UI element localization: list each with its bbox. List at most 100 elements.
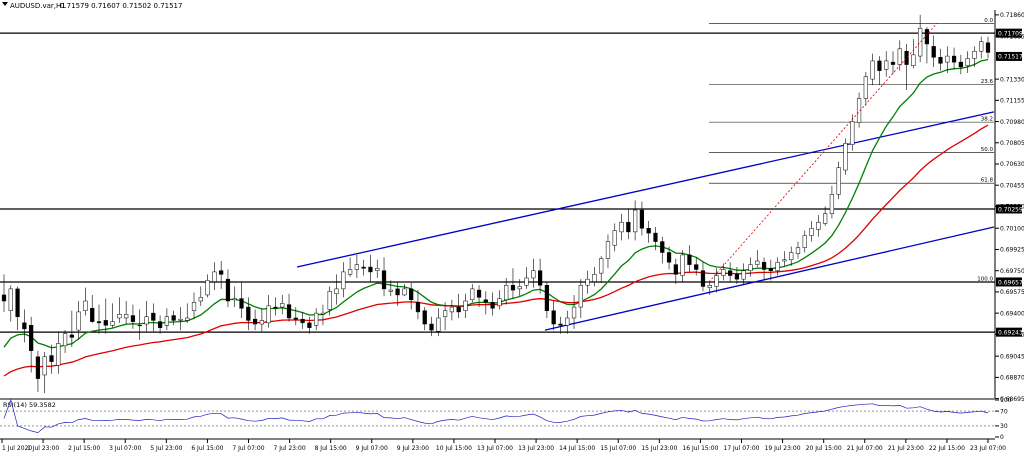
channel-upper-line[interactable] [296,111,995,268]
candle [15,286,20,331]
time-tick-label: 22 Jul 15:00 [929,445,965,452]
fib-level-label: 0.0 [984,18,993,24]
time-tick-label: 17 Jul 07:00 [724,445,760,452]
candle [76,301,81,340]
candle [90,294,95,323]
candle [829,185,835,219]
candle [266,294,271,328]
candle [62,330,68,354]
candle [470,284,475,303]
candle [578,279,583,318]
candle [924,26,930,64]
candle [280,294,285,315]
rsi-pane[interactable]: RSI(14) 59.3582 100 70 30 0 [0,397,1012,441]
chevron-down-icon[interactable] [2,2,8,6]
candle [347,257,353,277]
candle [436,308,441,337]
candle [571,294,577,329]
symbol-label: AUDUSD.var,H1 [10,2,66,10]
candle [985,36,991,59]
candle [157,315,163,334]
price-tick-label: 0.68695 [1000,396,1024,403]
candle [327,286,332,316]
candle [734,267,740,285]
candle [958,54,963,75]
candle [198,286,203,306]
candle [714,268,719,293]
candle [273,297,278,316]
level-price-tag: 0.71709 [996,28,1023,38]
candle [626,208,631,240]
time-tick-label: 15 Jul 07:00 [600,445,636,452]
rsi-tick-label: 0 [1000,434,1004,441]
candle [300,311,305,329]
candle [565,310,570,334]
candle [334,274,339,305]
fib-level-label: 38.2 [981,117,993,123]
time-tick-label: 8 Jul 15:00 [315,445,347,452]
candle [551,301,556,331]
candle [96,304,102,334]
fibonacci-trend-line[interactable] [708,23,938,283]
price-tick-label: 0.68870 [1000,375,1024,382]
price-tick-label: 0.69400 [1000,310,1024,317]
rsi-tick-label: 100 [1000,397,1012,404]
candle [212,262,217,291]
candle [246,297,251,331]
level-price-tag: 0.69243 [996,327,1023,337]
candle [558,316,563,334]
candle [117,297,122,323]
time-tick-label: 15 Jul 23:00 [641,445,677,452]
price-tick-label: 0.71155 [1000,98,1024,105]
candle [232,286,237,308]
horizontal-levels[interactable] [0,32,995,333]
time-tick-label: 5 Jul 23:00 [150,445,182,452]
candle [409,282,414,310]
candle [35,350,41,392]
time-tick-label: 9 Jul 07:00 [356,445,388,452]
candle [884,51,889,77]
channel-lower-line[interactable] [544,226,995,331]
candle [286,293,292,322]
ohlc-readout: 0.71579 0.71607 0.71502 0.71517 [60,2,182,10]
candle [164,308,169,331]
candle [137,309,142,340]
candle [748,257,753,277]
candle [633,200,638,241]
candle [293,307,298,326]
time-tick-label: 10 Jul 15:00 [436,445,472,452]
candle [151,303,156,332]
candle [341,262,346,298]
rsi-label: RSI(14) 59.3582 [3,401,56,409]
candle [83,287,88,316]
candle [42,351,47,394]
candle [56,331,61,374]
candle [320,304,326,326]
current-price-tag: 0.71517 [996,51,1023,61]
price-tick-label: 0.70630 [1000,161,1024,168]
time-tick-label: 3 Jul 07:00 [109,445,141,452]
candle [314,308,319,331]
price-axis[interactable]: 0.718600.716850.713300.711550.709800.708… [994,10,1024,403]
level-price-text: 0.69657 [998,279,1023,286]
candle [728,262,733,282]
main-price-pane[interactable]: 0.0 23.6 38.2 50.0 61.8 100.0 [0,14,995,394]
candle [504,277,509,305]
current-price-text: 0.71517 [998,54,1023,61]
candle [402,284,407,297]
candle [843,138,848,175]
candle [429,316,434,337]
price-tick-label: 0.71330 [1000,76,1024,83]
candle [938,48,943,71]
fib-level-label: 61.8 [981,178,994,184]
candle [666,246,672,270]
candle [856,92,862,128]
candle [110,303,115,328]
candle [531,258,536,288]
candle [510,268,516,299]
candle [612,223,617,252]
candle [259,308,264,332]
